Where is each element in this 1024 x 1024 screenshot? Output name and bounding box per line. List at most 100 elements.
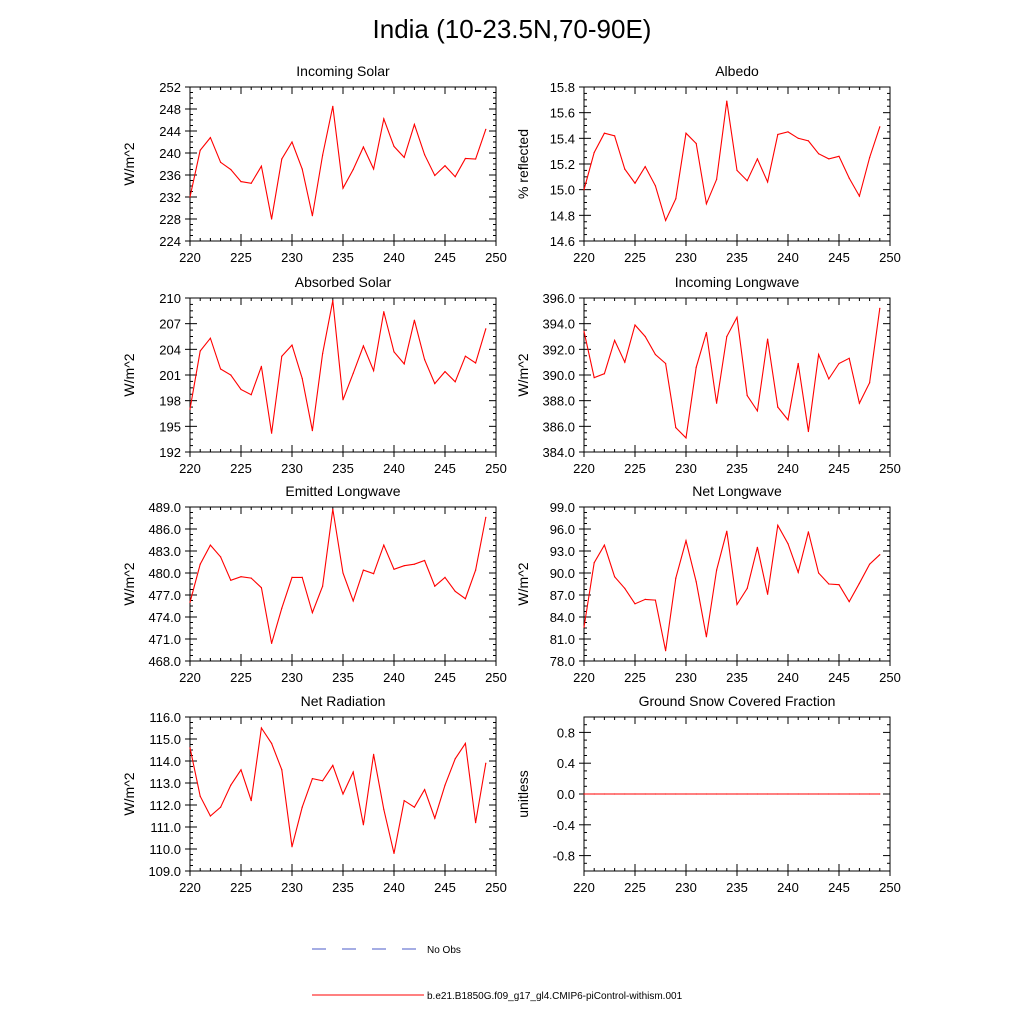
data-point (281, 607, 283, 609)
x-tick-label: 235 (726, 461, 748, 476)
y-tick-label: 90.0 (550, 566, 575, 581)
data-point (675, 577, 677, 579)
y-tick-label: 195 (159, 419, 181, 434)
data-point (858, 582, 861, 584)
data-point (675, 198, 677, 200)
data-point (332, 508, 334, 510)
x-tick-label: 250 (485, 461, 507, 476)
data-point (756, 546, 759, 548)
data-point (322, 154, 324, 156)
data-point (614, 339, 616, 341)
data-point (787, 543, 789, 545)
data-point (444, 165, 446, 167)
y-tick-label: -0.8 (553, 849, 575, 864)
data-point (220, 161, 222, 163)
x-tick-label: 220 (573, 250, 595, 265)
data-point (383, 118, 385, 120)
data-point (614, 576, 616, 578)
data-point (797, 137, 799, 139)
data-point (281, 355, 283, 357)
y-axis-label: W/m^2 (121, 772, 137, 815)
y-axis-label: W/m^2 (121, 562, 137, 605)
data-point (373, 168, 375, 170)
chart-panel-7: Net Radiation W/m^2 220 225 230 235 240 245 250 1… (121, 693, 507, 895)
data-point (654, 185, 657, 187)
x-tick-label: 230 (675, 670, 697, 685)
data-point (787, 131, 789, 133)
data-point (665, 793, 667, 795)
data-point (454, 590, 456, 592)
y-tick-label: 15.2 (550, 157, 575, 172)
x-tick-label: 220 (179, 880, 201, 895)
data-point (624, 168, 626, 170)
data-point (281, 158, 283, 160)
legend-obs-label: No Obs (427, 945, 461, 956)
data-point (644, 793, 646, 795)
x-tick-label: 225 (624, 461, 646, 476)
y-tick-label: 93.0 (550, 544, 575, 559)
data-point (685, 793, 687, 795)
data-point (879, 126, 881, 128)
data-point (726, 100, 728, 102)
data-point (393, 568, 395, 570)
y-tick-label: 483.0 (148, 544, 181, 559)
data-point (301, 806, 303, 808)
data-point (593, 151, 595, 154)
y-tick-label: 394.0 (542, 317, 575, 332)
x-tick-label: 240 (383, 670, 405, 685)
data-point (475, 569, 477, 571)
data-point (756, 793, 759, 795)
data-point (230, 784, 232, 786)
y-tick-label: 87.0 (550, 588, 575, 603)
y-tick-label: 392.0 (542, 342, 575, 357)
data-point (311, 778, 313, 780)
data-point (311, 215, 313, 217)
data-point (454, 381, 456, 383)
data-point (767, 793, 769, 795)
y-tick-label: 480.0 (148, 566, 181, 581)
data-point (403, 363, 405, 365)
data-point (189, 601, 191, 603)
data-point (230, 374, 232, 376)
data-point (838, 793, 840, 795)
data-point (403, 565, 405, 567)
data-point (695, 793, 697, 795)
y-tick-label: -0.4 (553, 818, 575, 833)
y-axis-label: W/m^2 (515, 562, 531, 605)
data-point (342, 793, 344, 795)
x-tick-label: 250 (879, 670, 901, 685)
data-point (342, 399, 344, 401)
data-point (838, 584, 840, 586)
x-tick-label: 220 (179, 461, 201, 476)
data-point (807, 140, 810, 142)
y-tick-label: 84.0 (550, 610, 575, 625)
data-point (848, 601, 850, 603)
data-point (869, 563, 871, 565)
x-tick-label: 235 (332, 461, 354, 476)
plot-frame (583, 86, 891, 242)
data-point (695, 142, 697, 145)
chart-panel-2: Albedo % reflected 220 225 230 235 240 245 250 14… (515, 63, 901, 265)
data-point (644, 335, 646, 338)
x-tick-label: 225 (624, 250, 646, 265)
y-tick-label: 114.0 (149, 754, 181, 769)
data-point (352, 600, 354, 602)
x-tick-label: 235 (332, 880, 354, 895)
data-point (199, 795, 201, 797)
data-point (189, 747, 191, 749)
data-point (614, 793, 616, 795)
data-point (322, 780, 324, 782)
y-tick-label: 116.0 (149, 710, 181, 725)
data-point (444, 784, 446, 786)
data-point (424, 789, 426, 791)
data-point (209, 337, 211, 339)
y-tick-label: 113.0 (149, 776, 181, 791)
data-point (695, 366, 697, 368)
x-tick-label: 240 (777, 670, 799, 685)
data-point (736, 793, 738, 795)
data-point (291, 846, 293, 848)
series-line (189, 106, 487, 220)
y-tick-label: 112.0 (149, 798, 181, 813)
data-point (756, 158, 759, 160)
data-point (424, 154, 426, 156)
